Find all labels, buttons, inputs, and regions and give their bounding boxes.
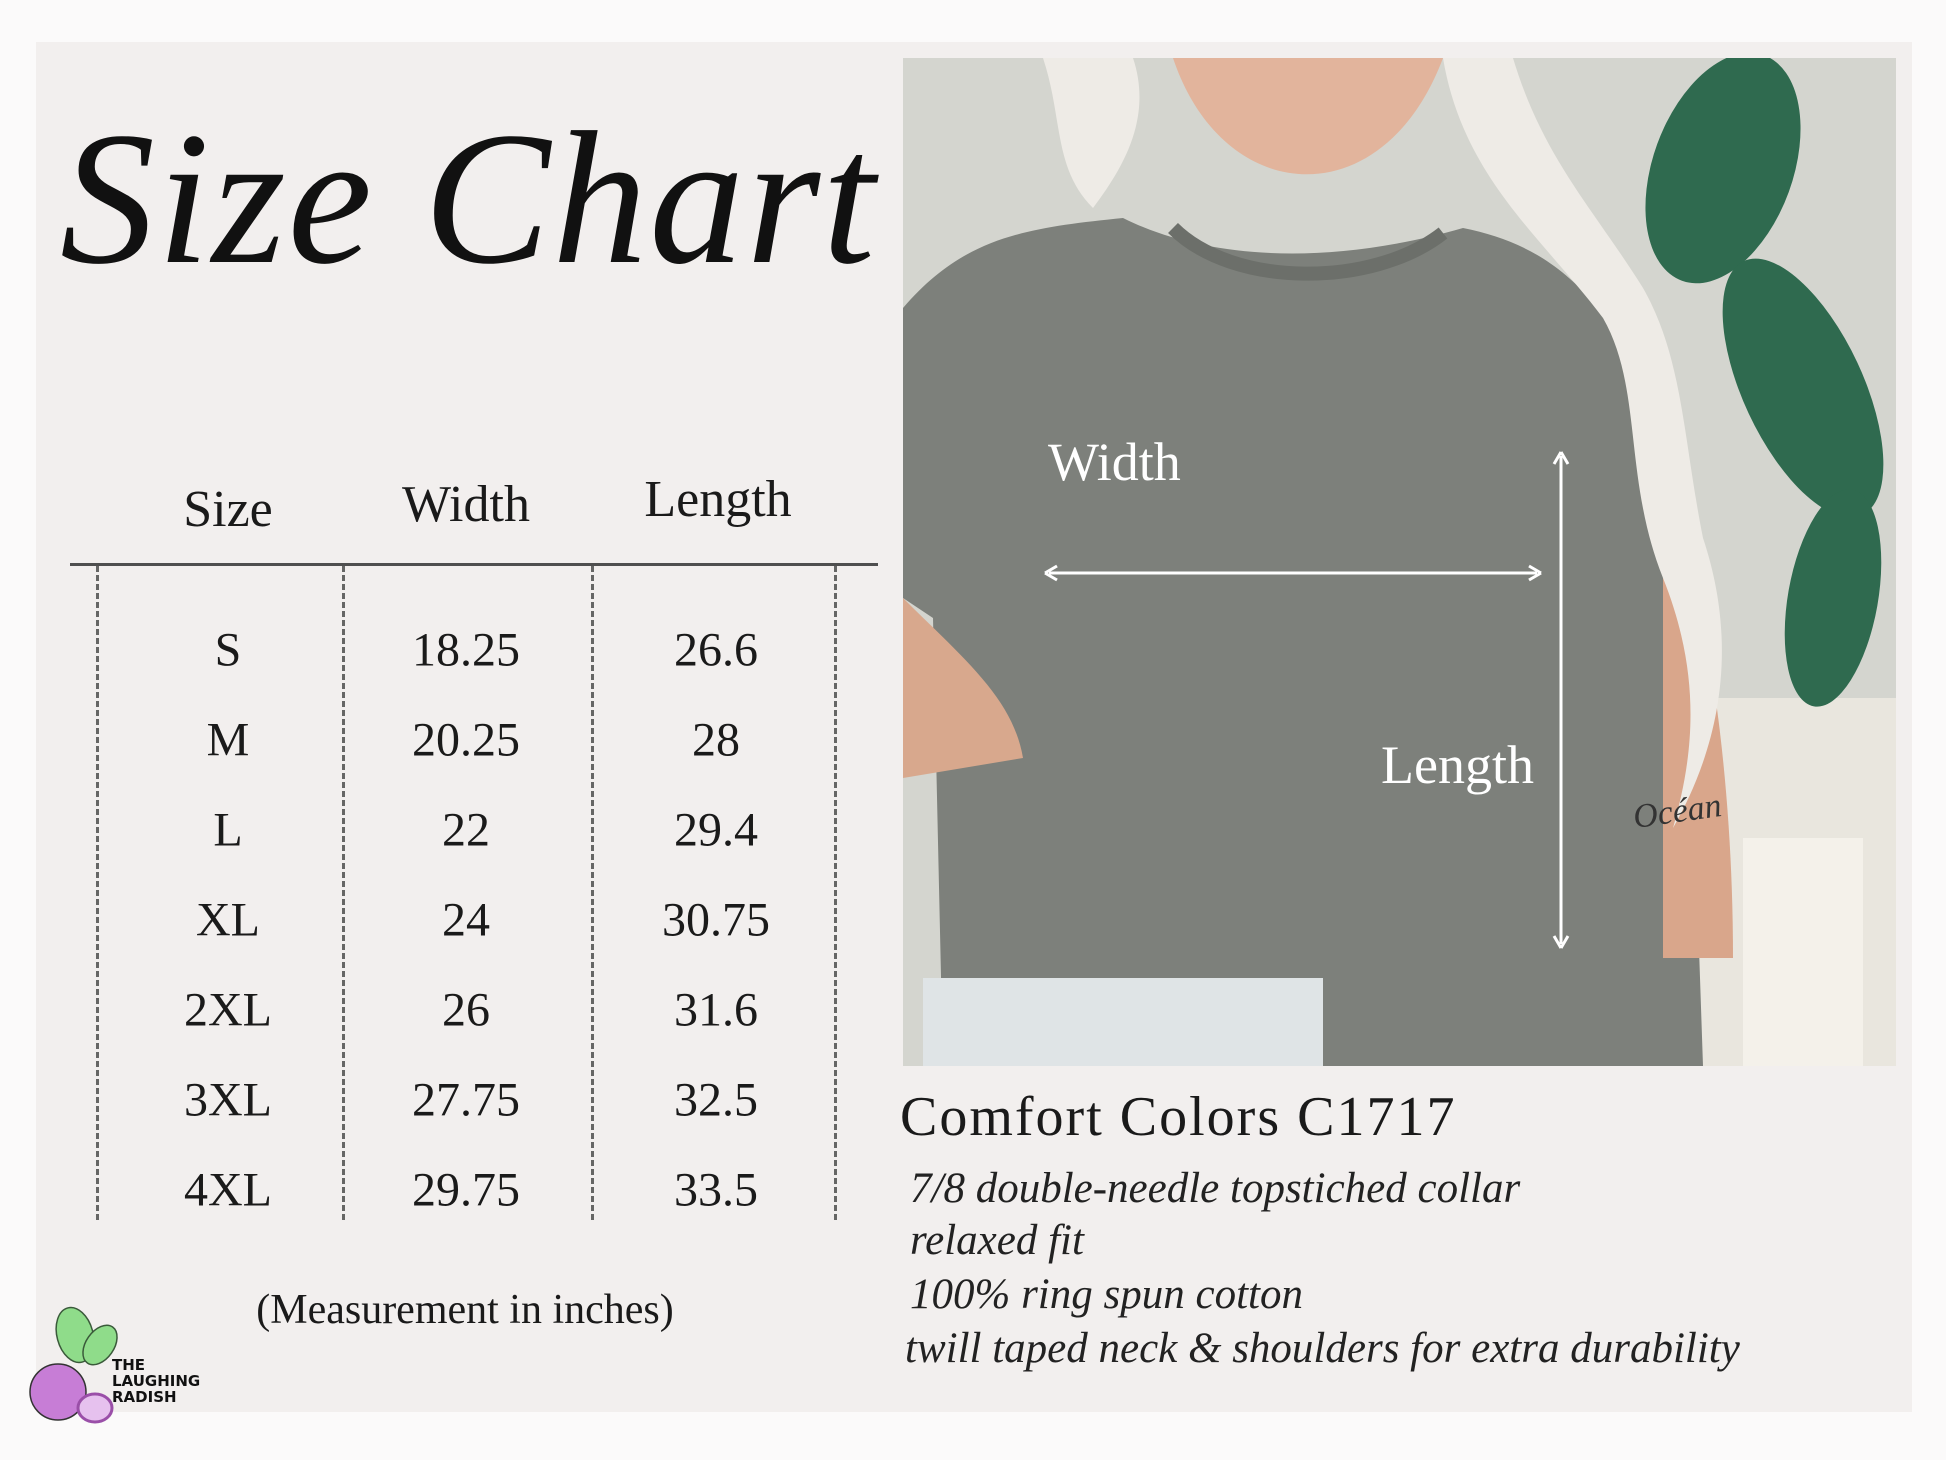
feature-item: relaxed fit [910, 1217, 1084, 1264]
feature-item: 7/8 double-needle topstiched collar [910, 1165, 1521, 1212]
size-chart-title: Size Chart [60, 95, 900, 385]
cell-width: 24 [442, 893, 490, 947]
measurement-note: (Measurement in inches) [256, 1287, 674, 1333]
cell-length: 33.5 [674, 1163, 758, 1217]
cell-length: 28 [692, 713, 740, 767]
cell-length: 32.5 [674, 1073, 758, 1127]
cell-width: 22 [442, 803, 490, 857]
column-divider [342, 566, 345, 1220]
cell-width: 26 [442, 983, 490, 1037]
model-photo: Width Length Océan [903, 58, 1896, 1066]
header-width: Width [402, 476, 530, 533]
column-divider [834, 566, 837, 1220]
cell-width: 20.25 [412, 713, 520, 767]
cell-width: 18.25 [412, 623, 520, 677]
cell-size: L [213, 803, 243, 857]
brand-logo: THE LAUGHING RADISH [20, 1300, 210, 1430]
length-arrow [1552, 451, 1570, 949]
column-divider [591, 566, 594, 1220]
cell-size: M [206, 713, 250, 767]
cell-length: 26.6 [674, 623, 758, 677]
width-label: Width [1048, 432, 1181, 492]
svg-text:LAUGHING: LAUGHING [112, 1372, 200, 1390]
header-size: Size [183, 481, 273, 538]
cell-size: S [214, 623, 242, 677]
cell-size: 2XL [184, 983, 272, 1037]
header-length: Length [644, 471, 792, 528]
column-divider [96, 566, 99, 1220]
cell-width: 27.75 [412, 1073, 520, 1127]
product-name: Comfort Colors C1717 [900, 1086, 1457, 1148]
header-divider [70, 563, 878, 566]
cell-size: XL [196, 893, 260, 947]
length-label: Length [1381, 735, 1534, 795]
cell-size: 4XL [184, 1163, 272, 1217]
cell-width: 29.75 [412, 1163, 520, 1217]
svg-text:RADISH: RADISH [112, 1388, 177, 1406]
cell-length: 30.75 [662, 893, 770, 947]
cell-length: 29.4 [674, 803, 758, 857]
feature-item: 100% ring spun cotton [910, 1271, 1303, 1318]
cell-length: 31.6 [674, 983, 758, 1037]
title-text: Size Chart [60, 94, 878, 304]
cell-size: 3XL [184, 1073, 272, 1127]
feature-item: twill taped neck & shoulders for extra d… [905, 1325, 1740, 1372]
width-arrow [1044, 564, 1542, 582]
svg-text:THE: THE [112, 1356, 145, 1374]
